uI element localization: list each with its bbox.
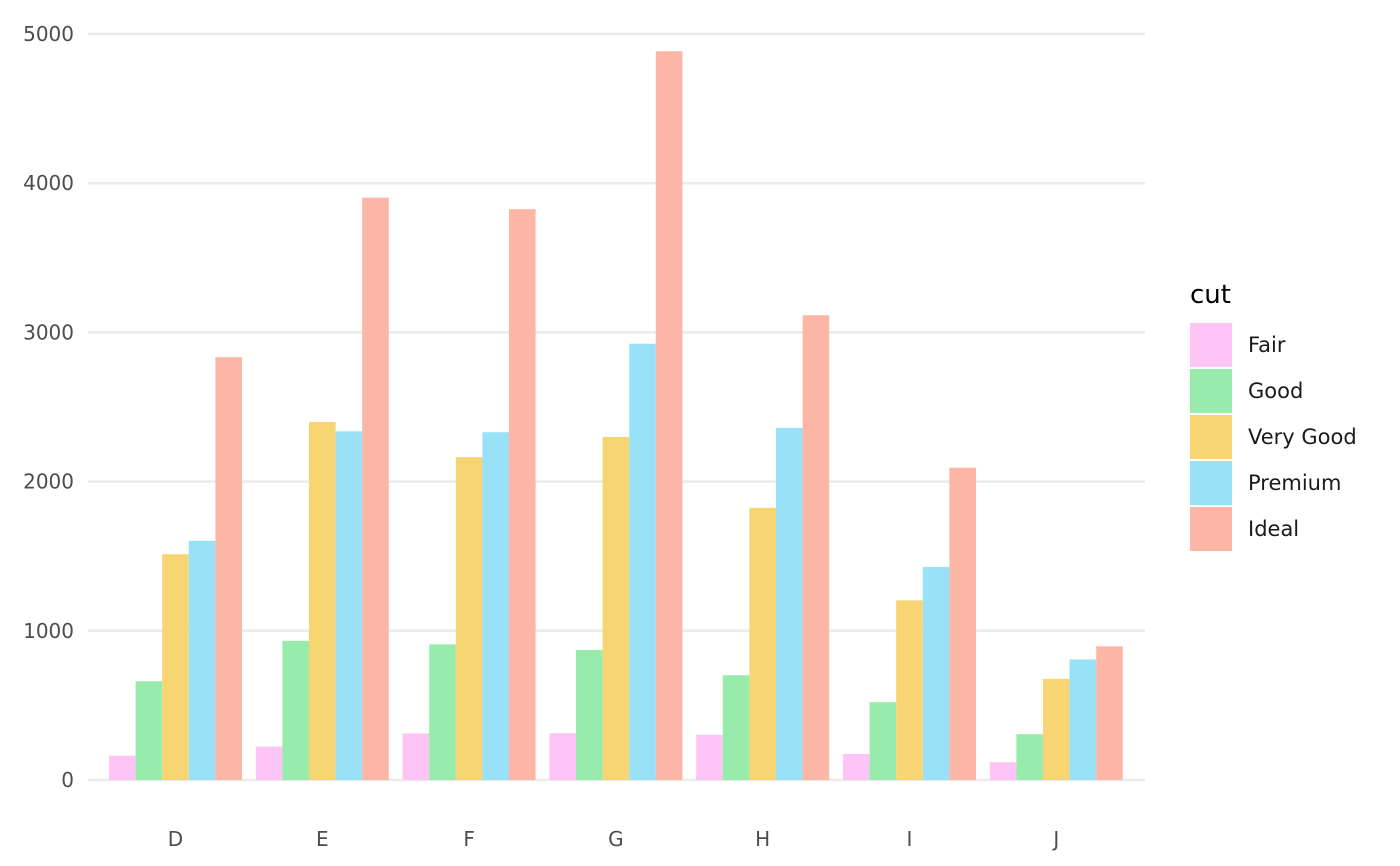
bar-F-ideal [509,209,536,781]
bar-I-very-good [896,600,923,780]
legend-item: Fair [1190,322,1357,368]
bar-G-fair [549,733,576,780]
bar-F-very-good [455,457,483,780]
bar-I-fair [843,753,870,780]
bar-D-very-good [162,554,189,780]
legend-item: Very Good [1190,414,1357,460]
bar-E-very-good [309,421,336,780]
bar-J-good [1016,734,1043,780]
bar-H-good [722,675,750,780]
x-tick-label: G [608,827,624,851]
x-tick-label: E [316,827,329,851]
legend-items: Fair Good Very Good Premium Ideal [1190,322,1357,552]
legend-label: Fair [1248,333,1286,357]
legend-label: Very Good [1248,425,1357,449]
legend-swatch [1190,323,1232,367]
legend-item: Good [1190,368,1357,414]
bar-J-ideal [1096,646,1123,780]
x-tick-label: F [463,827,475,851]
bars [109,51,1123,781]
bar-J-premium [1069,659,1097,780]
bar-D-premium [188,540,216,780]
bar-F-premium [482,432,509,780]
y-tick-label: 1000 [23,619,74,643]
bar-D-good [135,681,163,780]
bar-G-ideal [655,51,683,781]
bar-H-premium [776,427,803,780]
bar-F-fair [402,733,430,780]
legend-label: Ideal [1248,517,1300,541]
legend-item: Ideal [1190,506,1357,552]
legend-label: Premium [1248,471,1342,495]
bar-E-fair [255,746,283,780]
y-tick-label: 5000 [23,22,74,46]
bar-J-very-good [1043,678,1070,780]
bar-E-ideal [362,197,389,781]
bar-D-fair [109,755,136,780]
bar-E-premium [335,431,363,780]
y-tick-label: 2000 [23,470,74,494]
bar-D-ideal [215,357,242,780]
y-tick-label: 0 [61,768,74,792]
bar-G-premium [629,343,656,780]
y-tick-label: 3000 [23,320,74,344]
bar-H-ideal [802,315,830,780]
legend-swatch [1190,507,1232,551]
bar-H-very-good [749,507,776,780]
x-tick-label: H [755,827,770,851]
bar-H-fair [696,734,723,780]
legend-swatch [1190,415,1232,459]
bar-G-very-good [602,436,630,780]
bar-I-ideal [949,467,976,780]
x-tick-label: J [1051,827,1059,851]
legend-swatch [1190,369,1232,413]
bar-E-good [282,640,309,780]
x-tick-label: I [907,827,913,851]
bar-J-fair [989,762,1017,780]
legend-label: Good [1248,379,1304,403]
legend: cut Fair Good Very Good Premium Ideal [1190,278,1357,552]
y-tick-label: 4000 [23,171,74,195]
legend-swatch [1190,461,1232,505]
x-axis-tick-labels: D E F G H I J [168,827,1059,851]
bar-I-premium [922,566,950,780]
bar-I-good [869,702,897,780]
bar-F-good [429,644,456,780]
legend-item: Premium [1190,460,1357,506]
x-tick-label: D [168,827,183,851]
y-axis-tick-labels: 0 1000 2000 3000 4000 5000 [23,22,74,792]
legend-title: cut [1190,280,1231,310]
bar-G-good [576,650,603,780]
